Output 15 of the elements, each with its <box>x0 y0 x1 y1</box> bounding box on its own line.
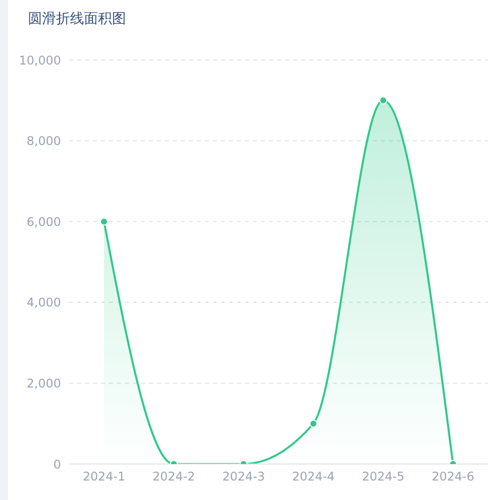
y-tick-label: 10,000 <box>19 53 61 68</box>
point <box>379 96 388 104</box>
chart-title: 圆滑折线面积图 <box>28 10 126 28</box>
y-tick-label: 6,000 <box>26 214 61 229</box>
x-tick-label: 2024-2 <box>152 470 196 484</box>
y-tick-label: 0 <box>53 457 61 472</box>
point <box>100 218 108 226</box>
x-tick-label: 2024-1 <box>82 470 126 484</box>
x-tick-label: 2024-6 <box>432 470 474 484</box>
x-tick-label: 2024-3 <box>222 470 265 484</box>
y-tick-label: 8,000 <box>26 134 61 148</box>
x-tick-label: 2024-4 <box>292 470 335 484</box>
y-tick-label: 2,000 <box>26 376 61 390</box>
y-tick-label: 4,000 <box>26 296 61 310</box>
x-tick-label: 2024-5 <box>362 470 404 484</box>
